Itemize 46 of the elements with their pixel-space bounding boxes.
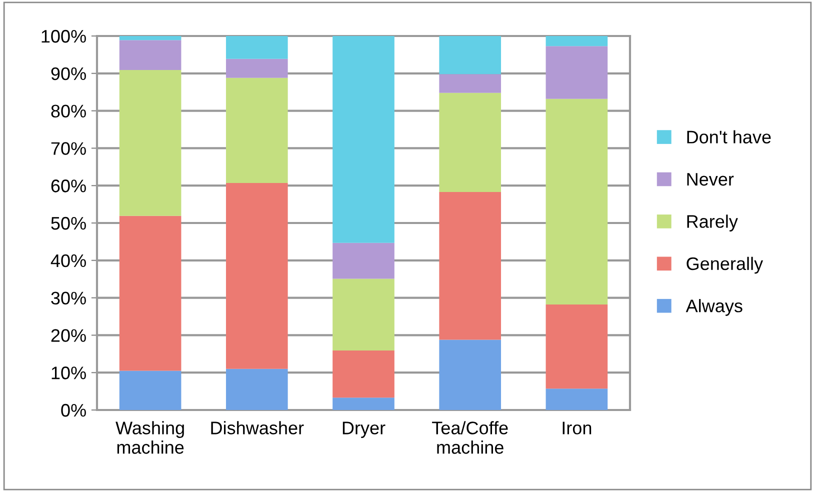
bar bbox=[332, 242, 394, 279]
x-tick-label: Iron bbox=[562, 422, 592, 434]
legend-label: Don't have bbox=[687, 130, 771, 144]
y-tick-label: 60% bbox=[51, 180, 86, 192]
y-tick-label: 100% bbox=[42, 30, 86, 43]
y-tick-label: 70% bbox=[51, 142, 86, 155]
bar bbox=[119, 370, 182, 410]
y-tick-label: 50% bbox=[51, 216, 86, 230]
bar bbox=[226, 58, 288, 78]
y-tick-label: 80% bbox=[51, 104, 86, 118]
bar bbox=[332, 398, 394, 410]
y-tick-label: 90% bbox=[51, 67, 86, 80]
y-tick-label: 20% bbox=[51, 329, 86, 342]
legend-label: Never bbox=[687, 173, 734, 186]
bar bbox=[119, 36, 182, 40]
legend-label: Generally bbox=[686, 256, 764, 274]
bar bbox=[332, 36, 394, 243]
y-tick-label: 10% bbox=[52, 366, 86, 380]
bar bbox=[332, 278, 394, 351]
bar bbox=[439, 92, 502, 192]
x-tick-label: Tea/Coffe machine bbox=[432, 421, 508, 454]
bar bbox=[439, 36, 502, 74]
bar bbox=[226, 36, 288, 59]
bar bbox=[546, 388, 608, 410]
bar bbox=[226, 78, 288, 183]
bar bbox=[226, 368, 288, 410]
bar bbox=[226, 182, 288, 369]
y-tick-label: 0% bbox=[61, 404, 86, 417]
x-tick-label: Washing machine bbox=[116, 421, 184, 454]
bar bbox=[119, 70, 182, 216]
bar bbox=[439, 192, 502, 340]
legend-label: Always bbox=[686, 299, 742, 316]
x-tick-label: Dishwasher bbox=[211, 421, 304, 434]
bar bbox=[439, 340, 502, 410]
bar bbox=[119, 40, 182, 70]
legend-label: Rarely bbox=[687, 214, 738, 232]
bar bbox=[332, 350, 394, 398]
y-tick-label: 40% bbox=[50, 254, 86, 268]
x-tick-label: Dryer bbox=[342, 422, 386, 438]
y-tick-label: 30% bbox=[51, 292, 86, 305]
bar bbox=[546, 98, 608, 305]
bar bbox=[546, 46, 608, 99]
bar bbox=[439, 74, 502, 93]
bar bbox=[546, 36, 608, 46]
bar bbox=[119, 216, 182, 371]
bar bbox=[546, 304, 608, 389]
